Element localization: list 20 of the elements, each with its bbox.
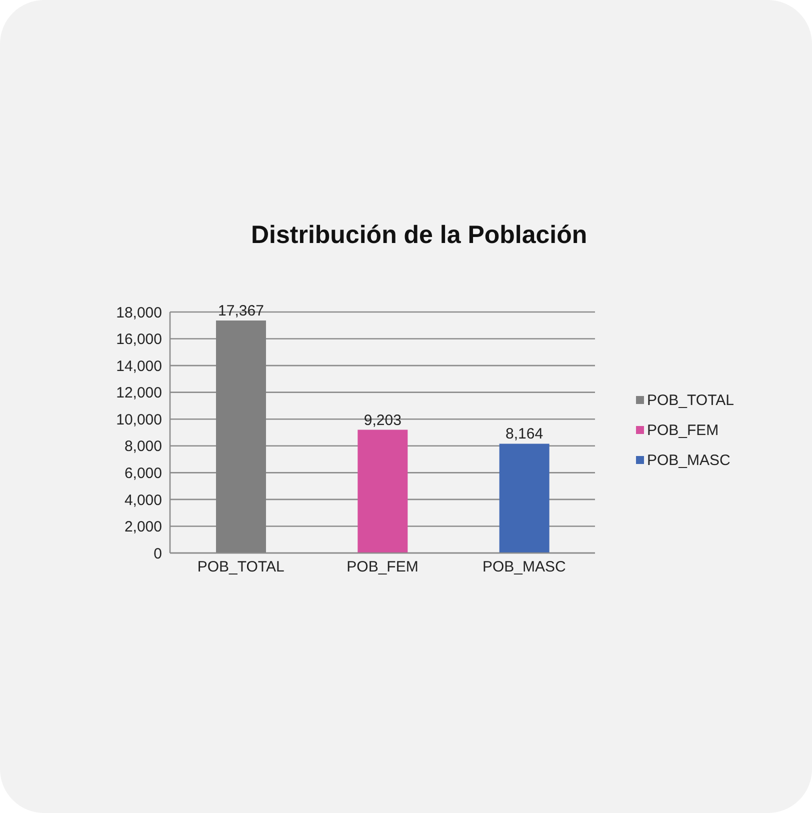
y-tick-label: 8,000 xyxy=(124,438,162,456)
legend-label: POB_MASC xyxy=(647,452,730,468)
y-tick-label: 2,000 xyxy=(124,518,162,536)
data-label: 8,164 xyxy=(506,426,544,443)
y-tick-label: 14,000 xyxy=(116,358,162,375)
y-tick-label: 10,000 xyxy=(116,411,162,428)
x-tick-label: POB_MASC xyxy=(482,558,566,576)
y-tick-label: 4,000 xyxy=(124,492,162,509)
y-tick-label: 12,000 xyxy=(116,384,162,402)
y-tick-label: 18,000 xyxy=(116,304,162,322)
chart-title: Distribución de la Población xyxy=(251,221,588,250)
data-label: 17,367 xyxy=(218,302,264,320)
y-tick-label: 0 xyxy=(154,545,162,562)
x-tick-label: POB_FEM xyxy=(346,558,418,576)
data-label: 9,203 xyxy=(364,412,402,429)
legend-label: POB_TOTAL xyxy=(647,392,734,408)
y-tick-label: 16,000 xyxy=(116,331,162,348)
y-tick-label: 6,000 xyxy=(124,464,162,482)
x-tick-label: POB_TOTAL xyxy=(197,558,284,576)
legend-label: POB_FEM xyxy=(647,422,719,438)
